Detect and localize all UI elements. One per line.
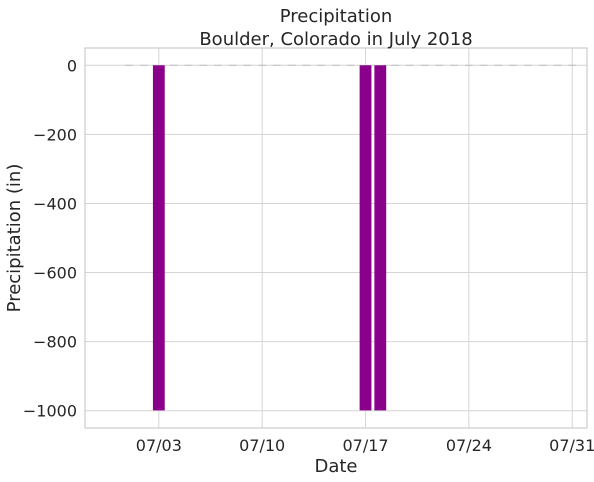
x-tick-label: 07/10: [239, 436, 285, 455]
bar: [359, 65, 372, 411]
x-axis-label: Date: [314, 456, 357, 477]
x-tick-label: 07/17: [342, 436, 388, 455]
y-axis-label: Precipitation (in): [4, 164, 25, 313]
chart-title-line-1: Precipitation: [280, 6, 393, 27]
y-tick-label: −400: [33, 194, 77, 213]
x-tick-label: 07/03: [136, 436, 182, 455]
x-tick-label: 07/24: [446, 436, 492, 455]
y-tick-label: −800: [33, 333, 77, 352]
y-tick-label: −600: [33, 264, 77, 283]
chart-title-line-2: Boulder, Colorado in July 2018: [199, 29, 472, 50]
y-tick-label: −200: [33, 125, 77, 144]
bars: [125, 64, 577, 411]
y-tick-labels: 0 −200 −400 −600 −800 −1000: [23, 56, 77, 420]
y-tick-label: 0: [67, 56, 77, 75]
plot-frame: [84, 47, 588, 429]
x-tick-labels: 07/03 07/10 07/17 07/24 07/31: [136, 436, 594, 455]
x-tick-label: 07/31: [549, 436, 594, 455]
bar: [374, 65, 387, 411]
y-tick-label: −1000: [23, 402, 77, 421]
bar: [152, 65, 165, 411]
